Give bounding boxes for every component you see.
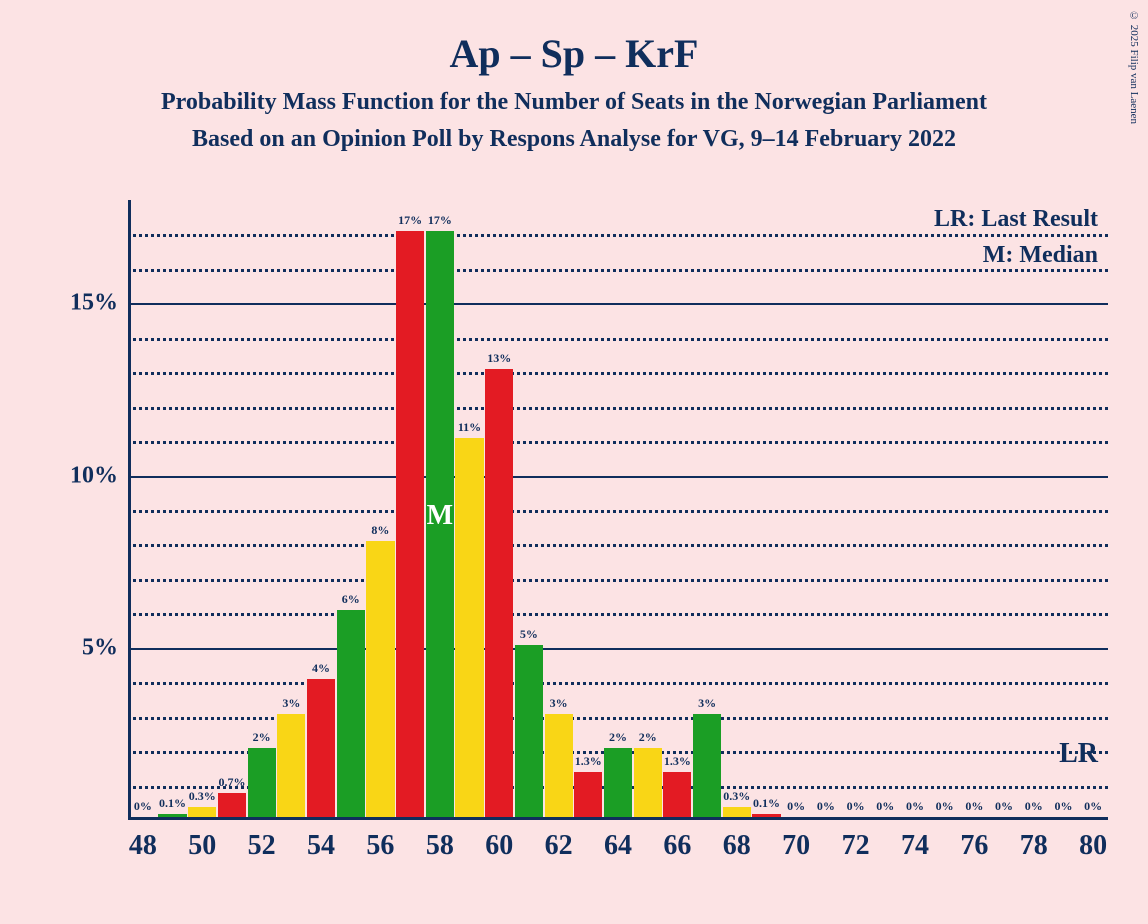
bar bbox=[574, 772, 602, 817]
bar bbox=[663, 772, 691, 817]
bar-value-label: 11% bbox=[458, 420, 481, 435]
bar-value-label: 0.3% bbox=[189, 789, 216, 804]
grid-minor bbox=[128, 510, 1108, 513]
bar-value-label: 1.3% bbox=[664, 754, 691, 769]
legend-m: M: Median bbox=[983, 242, 1098, 269]
bar-value-label: 0.1% bbox=[753, 796, 780, 811]
bar-value-label: 6% bbox=[342, 592, 360, 607]
x-tick-label: 64 bbox=[604, 830, 632, 862]
bar-value-label: 2% bbox=[609, 730, 627, 745]
bar-value-label: 0% bbox=[906, 799, 924, 814]
bar-value-label: 8% bbox=[371, 523, 389, 538]
bar bbox=[248, 748, 276, 817]
bar bbox=[723, 807, 751, 817]
x-tick-label: 80 bbox=[1079, 830, 1107, 862]
title-main: Ap – Sp – KrF bbox=[0, 30, 1148, 77]
bar bbox=[307, 679, 335, 817]
x-tick-label: 56 bbox=[366, 830, 394, 862]
x-tick-label: 68 bbox=[723, 830, 751, 862]
bar bbox=[366, 541, 394, 817]
y-tick-label: 15% bbox=[70, 290, 118, 317]
x-tick-label: 50 bbox=[188, 830, 216, 862]
grid-minor bbox=[128, 338, 1108, 341]
bar bbox=[218, 793, 246, 817]
bar-value-label: 0% bbox=[876, 799, 894, 814]
x-tick-label: 58 bbox=[426, 830, 454, 862]
x-tick-label: 72 bbox=[842, 830, 870, 862]
bar-value-label: 0.3% bbox=[723, 789, 750, 804]
grid-major bbox=[128, 476, 1108, 478]
bar-value-label: 17% bbox=[398, 213, 422, 228]
grid-major bbox=[128, 303, 1108, 305]
bar bbox=[158, 814, 186, 817]
bar-value-label: 0% bbox=[1054, 799, 1072, 814]
bar-value-label: 0% bbox=[134, 799, 152, 814]
median-marker: M bbox=[427, 500, 453, 532]
y-tick-label: 10% bbox=[70, 462, 118, 489]
legend-lr: LR: Last Result bbox=[934, 206, 1098, 233]
bar bbox=[693, 714, 721, 817]
x-tick-label: 70 bbox=[782, 830, 810, 862]
bar-value-label: 0% bbox=[965, 799, 983, 814]
bar bbox=[188, 807, 216, 817]
grid-minor bbox=[128, 717, 1108, 720]
x-tick-label: 54 bbox=[307, 830, 335, 862]
bar-value-label: 3% bbox=[550, 696, 568, 711]
bar-value-label: 3% bbox=[282, 696, 300, 711]
x-tick-label: 48 bbox=[129, 830, 157, 862]
bar bbox=[545, 714, 573, 817]
bar-value-label: 0% bbox=[936, 799, 954, 814]
bar-value-label: 0% bbox=[1025, 799, 1043, 814]
x-tick-label: 62 bbox=[545, 830, 573, 862]
last-result-marker: LR bbox=[1059, 738, 1098, 770]
x-tick-label: 74 bbox=[901, 830, 929, 862]
title-block: Ap – Sp – KrF Probability Mass Function … bbox=[0, 30, 1148, 163]
bar bbox=[604, 748, 632, 817]
bar bbox=[277, 714, 305, 817]
bar-value-label: 1.3% bbox=[575, 754, 602, 769]
plot-area: LR: Last Result M: Median 5%10%15%485052… bbox=[128, 200, 1108, 820]
bar-value-label: 0% bbox=[817, 799, 835, 814]
title-sub1: Probability Mass Function for the Number… bbox=[0, 89, 1148, 116]
bar-value-label: 0.7% bbox=[218, 775, 245, 790]
bar bbox=[752, 814, 780, 817]
grid-major bbox=[128, 648, 1108, 650]
bar-value-label: 5% bbox=[520, 627, 538, 642]
grid-minor bbox=[128, 682, 1108, 685]
y-tick-label: 5% bbox=[82, 634, 118, 661]
grid-minor bbox=[128, 234, 1108, 237]
bar-value-label: 17% bbox=[428, 213, 452, 228]
grid-minor bbox=[128, 441, 1108, 444]
bar-value-label: 0% bbox=[995, 799, 1013, 814]
bar-value-label: 2% bbox=[253, 730, 271, 745]
bar-value-label: 13% bbox=[487, 351, 511, 366]
title-sub2: Based on an Opinion Poll by Respons Anal… bbox=[0, 126, 1148, 153]
bar-value-label: 4% bbox=[312, 661, 330, 676]
bar-value-label: 0% bbox=[847, 799, 865, 814]
bar bbox=[485, 369, 513, 817]
x-tick-label: 52 bbox=[248, 830, 276, 862]
grid-minor bbox=[128, 407, 1108, 410]
grid-minor bbox=[128, 544, 1108, 547]
bar-value-label: 0% bbox=[1084, 799, 1102, 814]
bar bbox=[337, 610, 365, 817]
bar-value-label: 0.1% bbox=[159, 796, 186, 811]
x-tick-label: 78 bbox=[1020, 830, 1048, 862]
bar-value-label: 0% bbox=[787, 799, 805, 814]
x-axis bbox=[128, 817, 1108, 820]
grid-minor bbox=[128, 613, 1108, 616]
x-tick-label: 66 bbox=[663, 830, 691, 862]
bar-value-label: 3% bbox=[698, 696, 716, 711]
bar bbox=[396, 231, 424, 817]
x-tick-label: 60 bbox=[485, 830, 513, 862]
grid-minor bbox=[128, 579, 1108, 582]
bar bbox=[455, 438, 483, 817]
bar-value-label: 2% bbox=[639, 730, 657, 745]
bar bbox=[515, 645, 543, 817]
bar bbox=[634, 748, 662, 817]
x-tick-label: 76 bbox=[960, 830, 988, 862]
grid-minor bbox=[128, 269, 1108, 272]
grid-minor bbox=[128, 372, 1108, 375]
